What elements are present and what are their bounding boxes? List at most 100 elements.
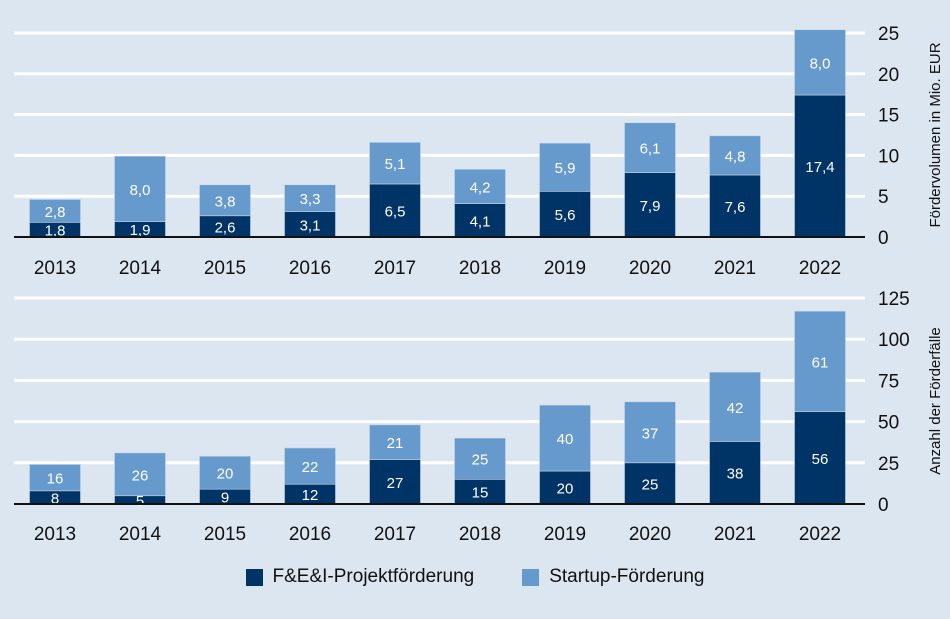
- data-label: 5: [136, 493, 144, 510]
- data-label: 6,1: [640, 141, 661, 158]
- bar-segment-startup: [29, 199, 81, 223]
- legend-swatch-startup: [522, 568, 540, 586]
- data-label: 3,8: [215, 193, 236, 210]
- bar-segment-projekt: [284, 211, 336, 238]
- data-label: 2,8: [45, 204, 66, 221]
- bar-segment-startup: [199, 184, 251, 217]
- y-tick-label: 0: [878, 495, 889, 516]
- data-label: 37: [642, 425, 659, 442]
- y-tick-label: 50: [878, 413, 899, 434]
- bar-segment-startup: [624, 122, 676, 173]
- x-tick-label: 2018: [459, 258, 501, 279]
- bar-segment-projekt: [369, 459, 421, 505]
- bar-segment-projekt: [794, 94, 846, 238]
- x-tick-label: 2015: [204, 258, 246, 279]
- bar-segment-startup: [369, 424, 421, 460]
- data-label: 38: [727, 466, 744, 483]
- bar-segment-startup: [624, 401, 676, 464]
- data-label: 8,0: [130, 182, 151, 199]
- x-tick-label: 2013: [34, 258, 76, 279]
- bar-segment-startup: [539, 142, 591, 192]
- y-tick-label: 5: [878, 187, 889, 208]
- data-label: 17,4: [805, 159, 834, 176]
- data-label: 6,5: [385, 203, 406, 220]
- x-tick-label: 2020: [629, 524, 671, 545]
- x-tick-label: 2022: [799, 524, 841, 545]
- data-label: 1,9: [130, 222, 151, 239]
- data-label: 12: [302, 487, 319, 504]
- legend-label-startup: Startup-Förderung: [549, 566, 705, 587]
- x-tick-label: 2014: [119, 258, 162, 279]
- x-tick-label: 2019: [544, 524, 586, 545]
- data-label: 25: [472, 452, 489, 469]
- legend-item-startup: Startup-Förderung: [522, 566, 704, 588]
- bar-segment-startup: [114, 155, 166, 222]
- y-tick-label: 75: [878, 371, 899, 392]
- x-tick-label: 2014: [119, 524, 162, 545]
- y-tick-label: 25: [878, 454, 899, 475]
- x-tick-label: 2013: [34, 524, 76, 545]
- bar-segment-projekt: [624, 462, 676, 505]
- bar-segment-startup: [199, 455, 251, 490]
- bar-segment-startup: [369, 142, 421, 185]
- data-label: 56: [812, 451, 829, 468]
- data-label: 26: [132, 467, 149, 484]
- bar-segment-startup: [709, 135, 761, 176]
- bar-segment-startup: [454, 437, 506, 480]
- data-label: 5,6: [555, 207, 576, 224]
- data-label: 15: [472, 485, 489, 502]
- y-tick-label: 20: [878, 65, 899, 86]
- x-tick-label: 2022: [799, 258, 841, 279]
- x-tick-label: 2016: [289, 258, 331, 279]
- data-label: 4,1: [470, 213, 491, 230]
- bar-segment-startup: [284, 447, 336, 485]
- y-tick-label: 100: [878, 330, 910, 351]
- data-label: 2,6: [215, 219, 236, 236]
- bar-segment-projekt: [709, 174, 761, 238]
- data-label: 9: [221, 490, 229, 507]
- x-tick-label: 2015: [204, 524, 246, 545]
- data-label: 8: [51, 490, 59, 507]
- x-tick-label: 2016: [289, 524, 331, 545]
- x-tick-label: 2017: [374, 524, 416, 545]
- bar-segment-startup: [794, 29, 846, 96]
- data-label: 20: [217, 466, 234, 483]
- data-label: 7,6: [725, 199, 746, 216]
- data-label: 4,8: [725, 148, 746, 165]
- data-label: 21: [387, 435, 404, 452]
- bar-segment-startup: [29, 464, 81, 492]
- legend-item-projekt: F&E&I-Projektförderung: [245, 566, 475, 588]
- y-tick-label: 10: [878, 146, 899, 167]
- x-tick-label: 2017: [374, 258, 416, 279]
- y-tick-label: 125: [878, 289, 910, 310]
- data-label: 42: [727, 400, 744, 417]
- data-label: 61: [812, 354, 829, 371]
- x-tick-label: 2018: [459, 524, 501, 545]
- data-label: 4,2: [470, 179, 491, 196]
- bar-segment-projekt: [794, 411, 846, 505]
- x-tick-label: 2020: [629, 258, 671, 279]
- x-tick-label: 2019: [544, 258, 586, 279]
- y-axis-title: Fördervolumen in Mio. EUR: [927, 42, 944, 227]
- data-label: 7,9: [640, 198, 661, 215]
- data-label: 25: [642, 476, 659, 493]
- data-label: 1,8: [45, 223, 66, 240]
- data-label: 20: [557, 481, 574, 498]
- data-label: 5,1: [385, 156, 406, 173]
- bar-segment-projekt: [539, 191, 591, 238]
- legend-swatch-projekt: [245, 568, 263, 586]
- x-tick-label: 2021: [714, 524, 756, 545]
- bar-segment-projekt: [369, 183, 421, 238]
- data-label: 40: [557, 431, 574, 448]
- data-label: 3,3: [300, 191, 321, 208]
- data-label: 16: [47, 471, 64, 488]
- data-label: 22: [302, 459, 319, 476]
- bar-segment-startup: [794, 310, 846, 413]
- data-label: 3,1: [300, 217, 321, 234]
- bar-segment-startup: [454, 168, 506, 204]
- y-tick-label: 25: [878, 24, 899, 45]
- bar-segment-projekt: [624, 172, 676, 238]
- legend-label-projekt: F&E&I-Projektförderung: [272, 566, 475, 587]
- bar-segment-startup: [539, 404, 591, 472]
